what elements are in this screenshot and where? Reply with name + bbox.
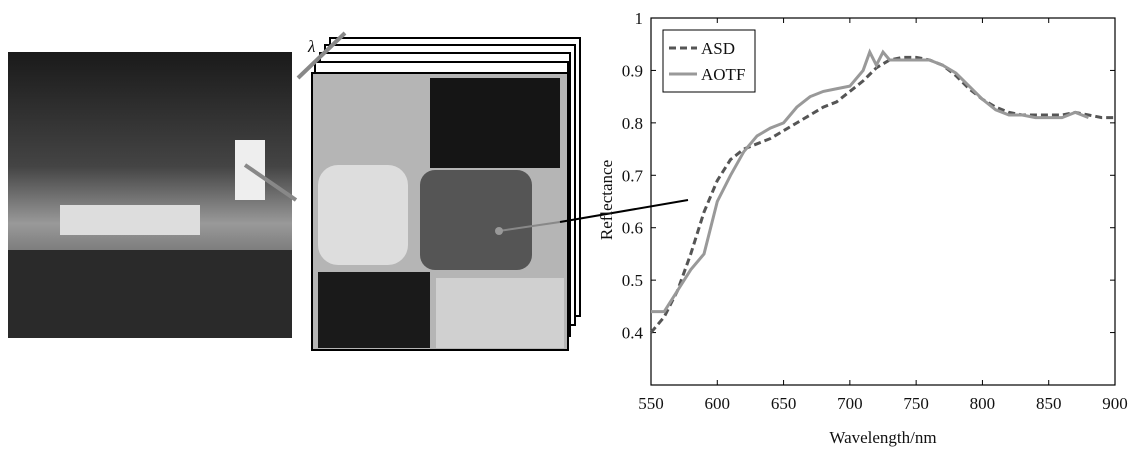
x-tick-label: 750 [903, 394, 929, 413]
x-tick-label: 600 [705, 394, 731, 413]
legend-label: ASD [701, 39, 735, 58]
x-tick-label: 650 [771, 394, 797, 413]
y-axis-label: Reflectance [597, 160, 616, 240]
y-tick-label: 0.9 [622, 61, 643, 80]
y-tick-label: 0.6 [622, 219, 643, 238]
legend-box [662, 29, 756, 93]
y-tick-label: 0.8 [622, 114, 643, 133]
chart: 550 600 650 700 750 800 850 900 0.4 0.5 0.6 0.7 0.8 0… [597, 9, 1128, 447]
scene-photo [8, 52, 292, 338]
y-tick-label: 0.5 [622, 271, 643, 290]
y-tick-label: 0.7 [622, 166, 644, 185]
x-tick-label: 900 [1102, 394, 1128, 413]
lambda-arrow [296, 31, 347, 80]
lambda-label: λ [307, 37, 315, 56]
series-line [649, 55, 1115, 334]
x-tick-label: 700 [837, 394, 863, 413]
x-tick-label: 850 [1036, 394, 1062, 413]
sample-point [495, 227, 503, 235]
series-line [651, 48, 1090, 314]
plot-frame [650, 17, 1116, 386]
sample-line [559, 199, 689, 223]
pointer-arrow [243, 163, 298, 202]
hypercube [311, 37, 581, 351]
x-tick-label: 800 [970, 394, 996, 413]
y-tick-label: 1 [635, 9, 644, 28]
legend-label: AOTF [701, 65, 745, 84]
x-axis-label: Wavelength/nm [829, 428, 936, 447]
sample-line [498, 221, 561, 232]
x-tick-label: 550 [638, 394, 664, 413]
y-tick-label: 0.4 [622, 324, 644, 343]
